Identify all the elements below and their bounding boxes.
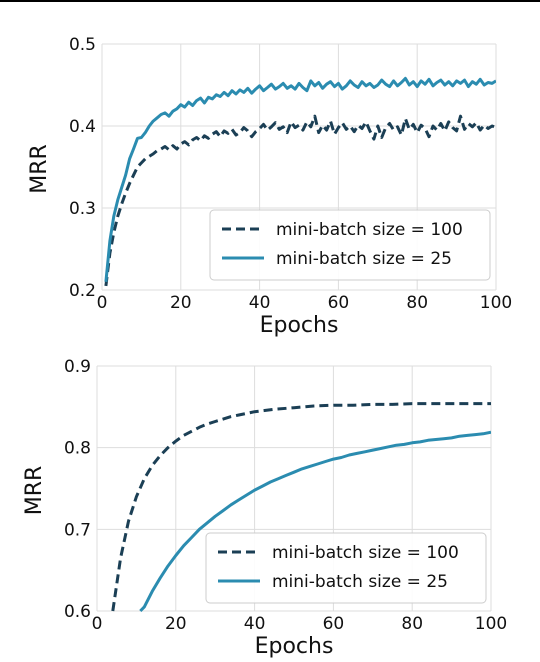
x-tick-label: 40 [249, 293, 271, 313]
series-line-1 [111, 402, 491, 612]
legend-label-2: mini-batch size = 25 [276, 249, 452, 269]
y-axis-label: MRR [27, 144, 52, 194]
legend: mini-batch size = 100 mini-batch size = 2… [209, 209, 491, 281]
legend-label-1: mini-batch size = 100 [272, 543, 459, 563]
series-line-2 [104, 76, 496, 282]
x-tick-label: 80 [401, 614, 423, 634]
legend-label-1: mini-batch size = 100 [276, 220, 463, 240]
x-tick-label: 20 [170, 293, 192, 313]
x-tick-label: 0 [92, 614, 103, 634]
x-tick-label: 80 [406, 293, 428, 313]
series-group [111, 402, 491, 613]
y-tick-label: 0.9 [64, 357, 91, 377]
x-tick-label: 100 [475, 614, 507, 634]
series-line-2 [139, 430, 491, 613]
y-tick-label: 0.3 [69, 199, 96, 219]
x-tick-label: 60 [323, 614, 345, 634]
x-axis-label: Epochs [260, 313, 339, 338]
x-tick-label: 40 [244, 614, 266, 634]
x-tick-label: 100 [480, 293, 512, 313]
legend-box [205, 532, 487, 604]
y-tick-label: 0.2 [69, 281, 96, 301]
chart-1: 0 20 40 60 80 100 0.2 0.3 0.4 0.5 Epochs MRR mini-ba… [27, 35, 512, 338]
legend: mini-batch size = 100 mini-batch size = 2… [205, 532, 487, 604]
x-tick-label: 60 [328, 293, 350, 313]
series-group [104, 76, 496, 287]
top-border-line [0, 0, 540, 2]
y-tick-label: 0.5 [69, 35, 96, 55]
x-tick-label: 0 [97, 293, 108, 313]
x-axis-label: Epochs [255, 634, 334, 659]
y-tick-label: 0.4 [69, 117, 96, 137]
x-tick-label: 20 [165, 614, 187, 634]
y-axis-label: MRR [22, 466, 47, 516]
legend-box [209, 209, 491, 281]
grid [96, 365, 492, 612]
legend-label-2: mini-batch size = 25 [272, 572, 448, 592]
y-tick-label: 0.6 [64, 602, 91, 622]
chart-2: 0 20 40 60 80 100 0.6 0.7 0.8 0.9 Epochs MRR mini-ba… [22, 357, 507, 659]
y-tick-label: 0.7 [64, 520, 91, 540]
y-tick-label: 0.8 [64, 439, 91, 459]
